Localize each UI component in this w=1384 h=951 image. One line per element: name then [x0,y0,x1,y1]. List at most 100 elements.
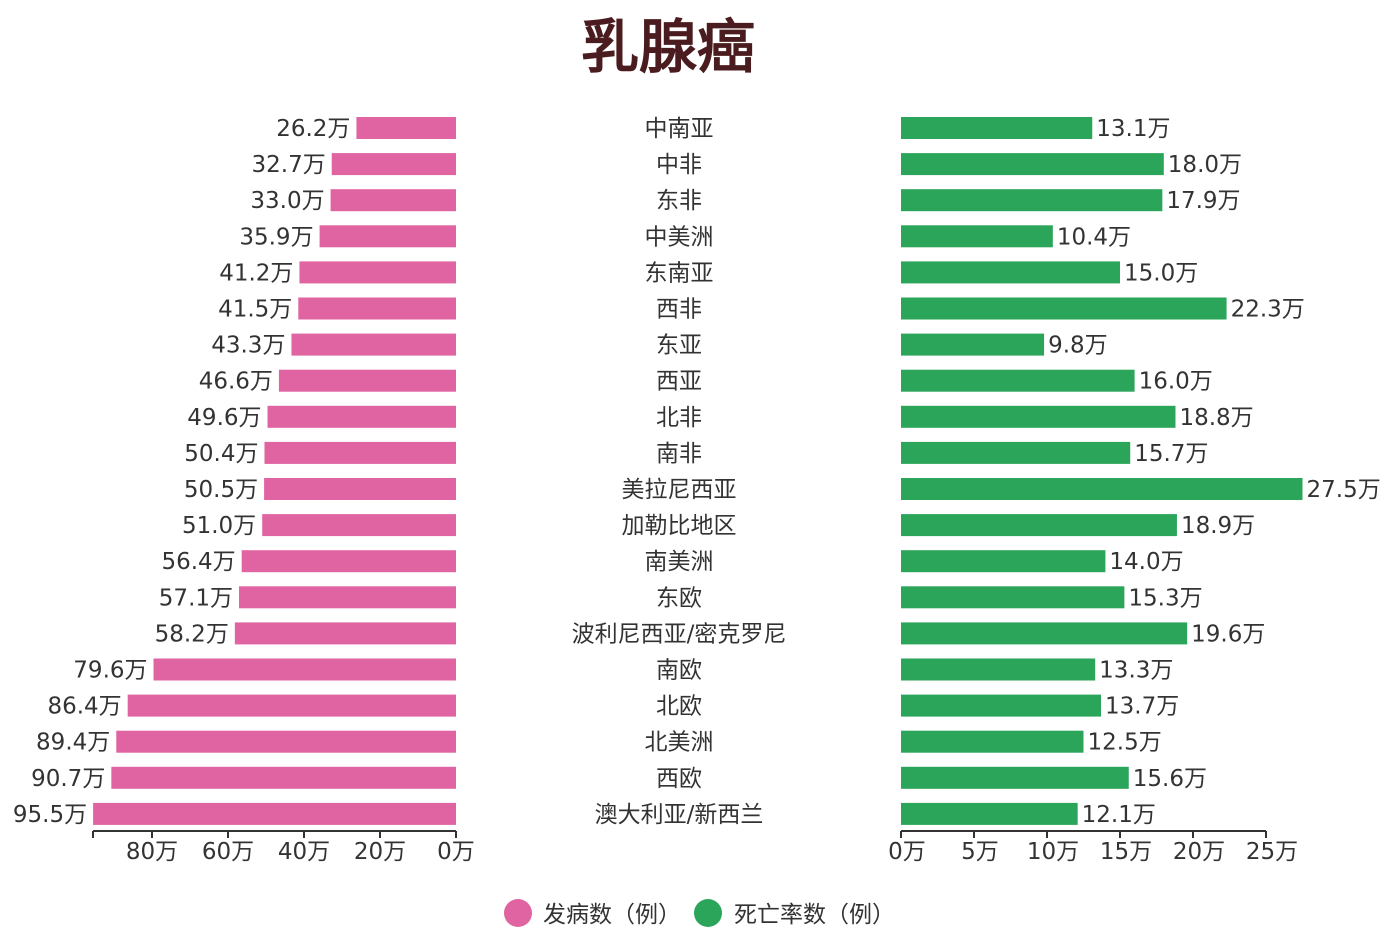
incidence-value-label: 50.4万 [184,441,258,467]
mortality-value-label: 22.3万 [1231,297,1305,323]
mortality-value-label: 12.1万 [1082,802,1156,828]
mortality-value-label: 15.3万 [1128,585,1202,611]
mortality-bars: 13.1万 18.0万 17.9万 10.4万 15.0万 22.3万 9.8万 16.0万 1… [901,116,1381,828]
incidence-value-label: 86.4万 [47,694,121,720]
left-axis-tick-label: 0万 [437,839,475,865]
mortality-value-label: 15.7万 [1134,441,1208,467]
incidence-value-label: 49.6万 [187,405,261,431]
incidence-bar [264,478,456,500]
incidence-bar [93,802,456,825]
mortality-bar [901,550,1106,573]
incidence-value-label: 35.9万 [239,224,313,250]
incidence-bar [278,369,456,392]
legend-label-mortality: 死亡率数（例） [734,902,895,928]
mortality-bar [901,514,1177,537]
incidence-value-label: 57.1万 [159,585,233,611]
mortality-bar [901,730,1084,753]
category-label: 中南亚 [645,116,714,142]
mortality-value-label: 13.7万 [1105,694,1179,720]
incidence-value-label: 79.6万 [73,658,147,684]
mortality-bar [901,586,1125,609]
incidence-value-label: 90.7万 [31,766,105,792]
mortality-bar [901,297,1227,320]
incidence-bar [234,622,456,645]
mortality-bar [901,622,1188,645]
legend: 发病数（例） 死亡率数（例） [504,899,895,928]
mortality-bar [901,802,1078,825]
incidence-value-label: 58.2万 [155,621,229,647]
mortality-value-label: 9.8万 [1048,333,1108,359]
mortality-value-label: 18.8万 [1179,405,1253,431]
category-label: 中美洲 [645,224,714,250]
incidence-value-label: 51.0万 [182,513,256,539]
incidence-bar [262,514,456,537]
mortality-bar [901,766,1129,789]
mortality-bar [901,117,1093,139]
legend-swatch-incidence [504,899,532,927]
left-axis-tick-label: 40万 [278,839,330,865]
category-label: 北欧 [656,694,702,720]
category-label: 加勒比地区 [622,513,737,539]
mortality-value-label: 13.1万 [1096,116,1170,142]
incidence-value-label: 56.4万 [161,549,235,575]
incidence-bar [331,153,456,176]
category-label: 北非 [656,405,702,431]
category-label: 波利尼西亚/密克罗尼 [572,621,787,647]
legend-swatch-mortality [694,899,722,927]
left-axis: 80万 60万 40万 20万 0万 [92,830,475,865]
right-axis-tick-label: 0万 [888,839,926,865]
incidence-value-label: 46.6万 [199,369,273,395]
incidence-bar [298,297,456,320]
mortality-value-label: 16.0万 [1139,369,1213,395]
category-label: 东亚 [656,333,702,359]
incidence-bar [241,550,456,573]
incidence-value-label: 41.2万 [219,260,293,286]
incidence-bar [291,333,456,356]
incidence-bar [153,658,456,681]
mortality-bar [901,694,1102,717]
incidence-value-label: 89.4万 [36,730,110,756]
category-label: 北美洲 [645,730,714,756]
category-label: 东非 [656,188,702,214]
mortality-bar [901,153,1164,176]
mortality-value-label: 15.6万 [1133,766,1207,792]
category-label: 西非 [656,297,702,323]
mortality-bar [901,369,1135,392]
incidence-value-label: 41.5万 [218,297,292,323]
incidence-value-label: 32.7万 [252,152,326,178]
legend-label-incidence: 发病数（例） [543,902,681,928]
mortality-value-label: 19.6万 [1191,621,1265,647]
mortality-bar [901,189,1163,212]
mortality-value-label: 18.0万 [1168,152,1242,178]
incidence-value-label: 33.0万 [250,188,324,214]
mortality-value-label: 12.5万 [1088,730,1162,756]
mortality-value-label: 17.9万 [1166,188,1240,214]
mortality-value-label: 27.5万 [1307,477,1381,503]
incidence-bar [319,225,456,248]
incidence-value-label: 95.5万 [13,802,87,828]
mortality-value-label: 14.0万 [1109,549,1183,575]
left-axis-tick-label: 20万 [354,839,406,865]
incidence-bar [299,261,456,284]
category-label: 中非 [656,152,702,178]
incidence-bar [267,405,456,428]
category-label: 东南亚 [645,260,714,286]
right-axis-tick-label: 10万 [1027,839,1079,865]
incidence-value-label: 26.2万 [276,116,350,142]
category-label: 南美洲 [645,549,714,575]
right-axis-tick-label: 15万 [1100,839,1152,865]
incidence-bar [330,189,456,212]
right-axis-tick-label: 20万 [1173,839,1225,865]
incidence-bar [239,586,456,609]
left-axis-tick-label: 80万 [126,839,178,865]
mortality-bar [901,261,1120,284]
right-axis: 0万 5万 10万 15万 20万 25万 [888,830,1298,865]
incidence-bars: 26.2万 32.7万 33.0万 35.9万 41.2万 41.5万 43.3万 46.6万… [13,116,457,828]
incidence-bar [116,730,456,753]
mortality-bar [901,333,1045,356]
category-label: 西欧 [656,766,702,792]
mortality-bar [901,478,1303,500]
incidence-bar [264,441,456,464]
mortality-bar [901,441,1131,464]
